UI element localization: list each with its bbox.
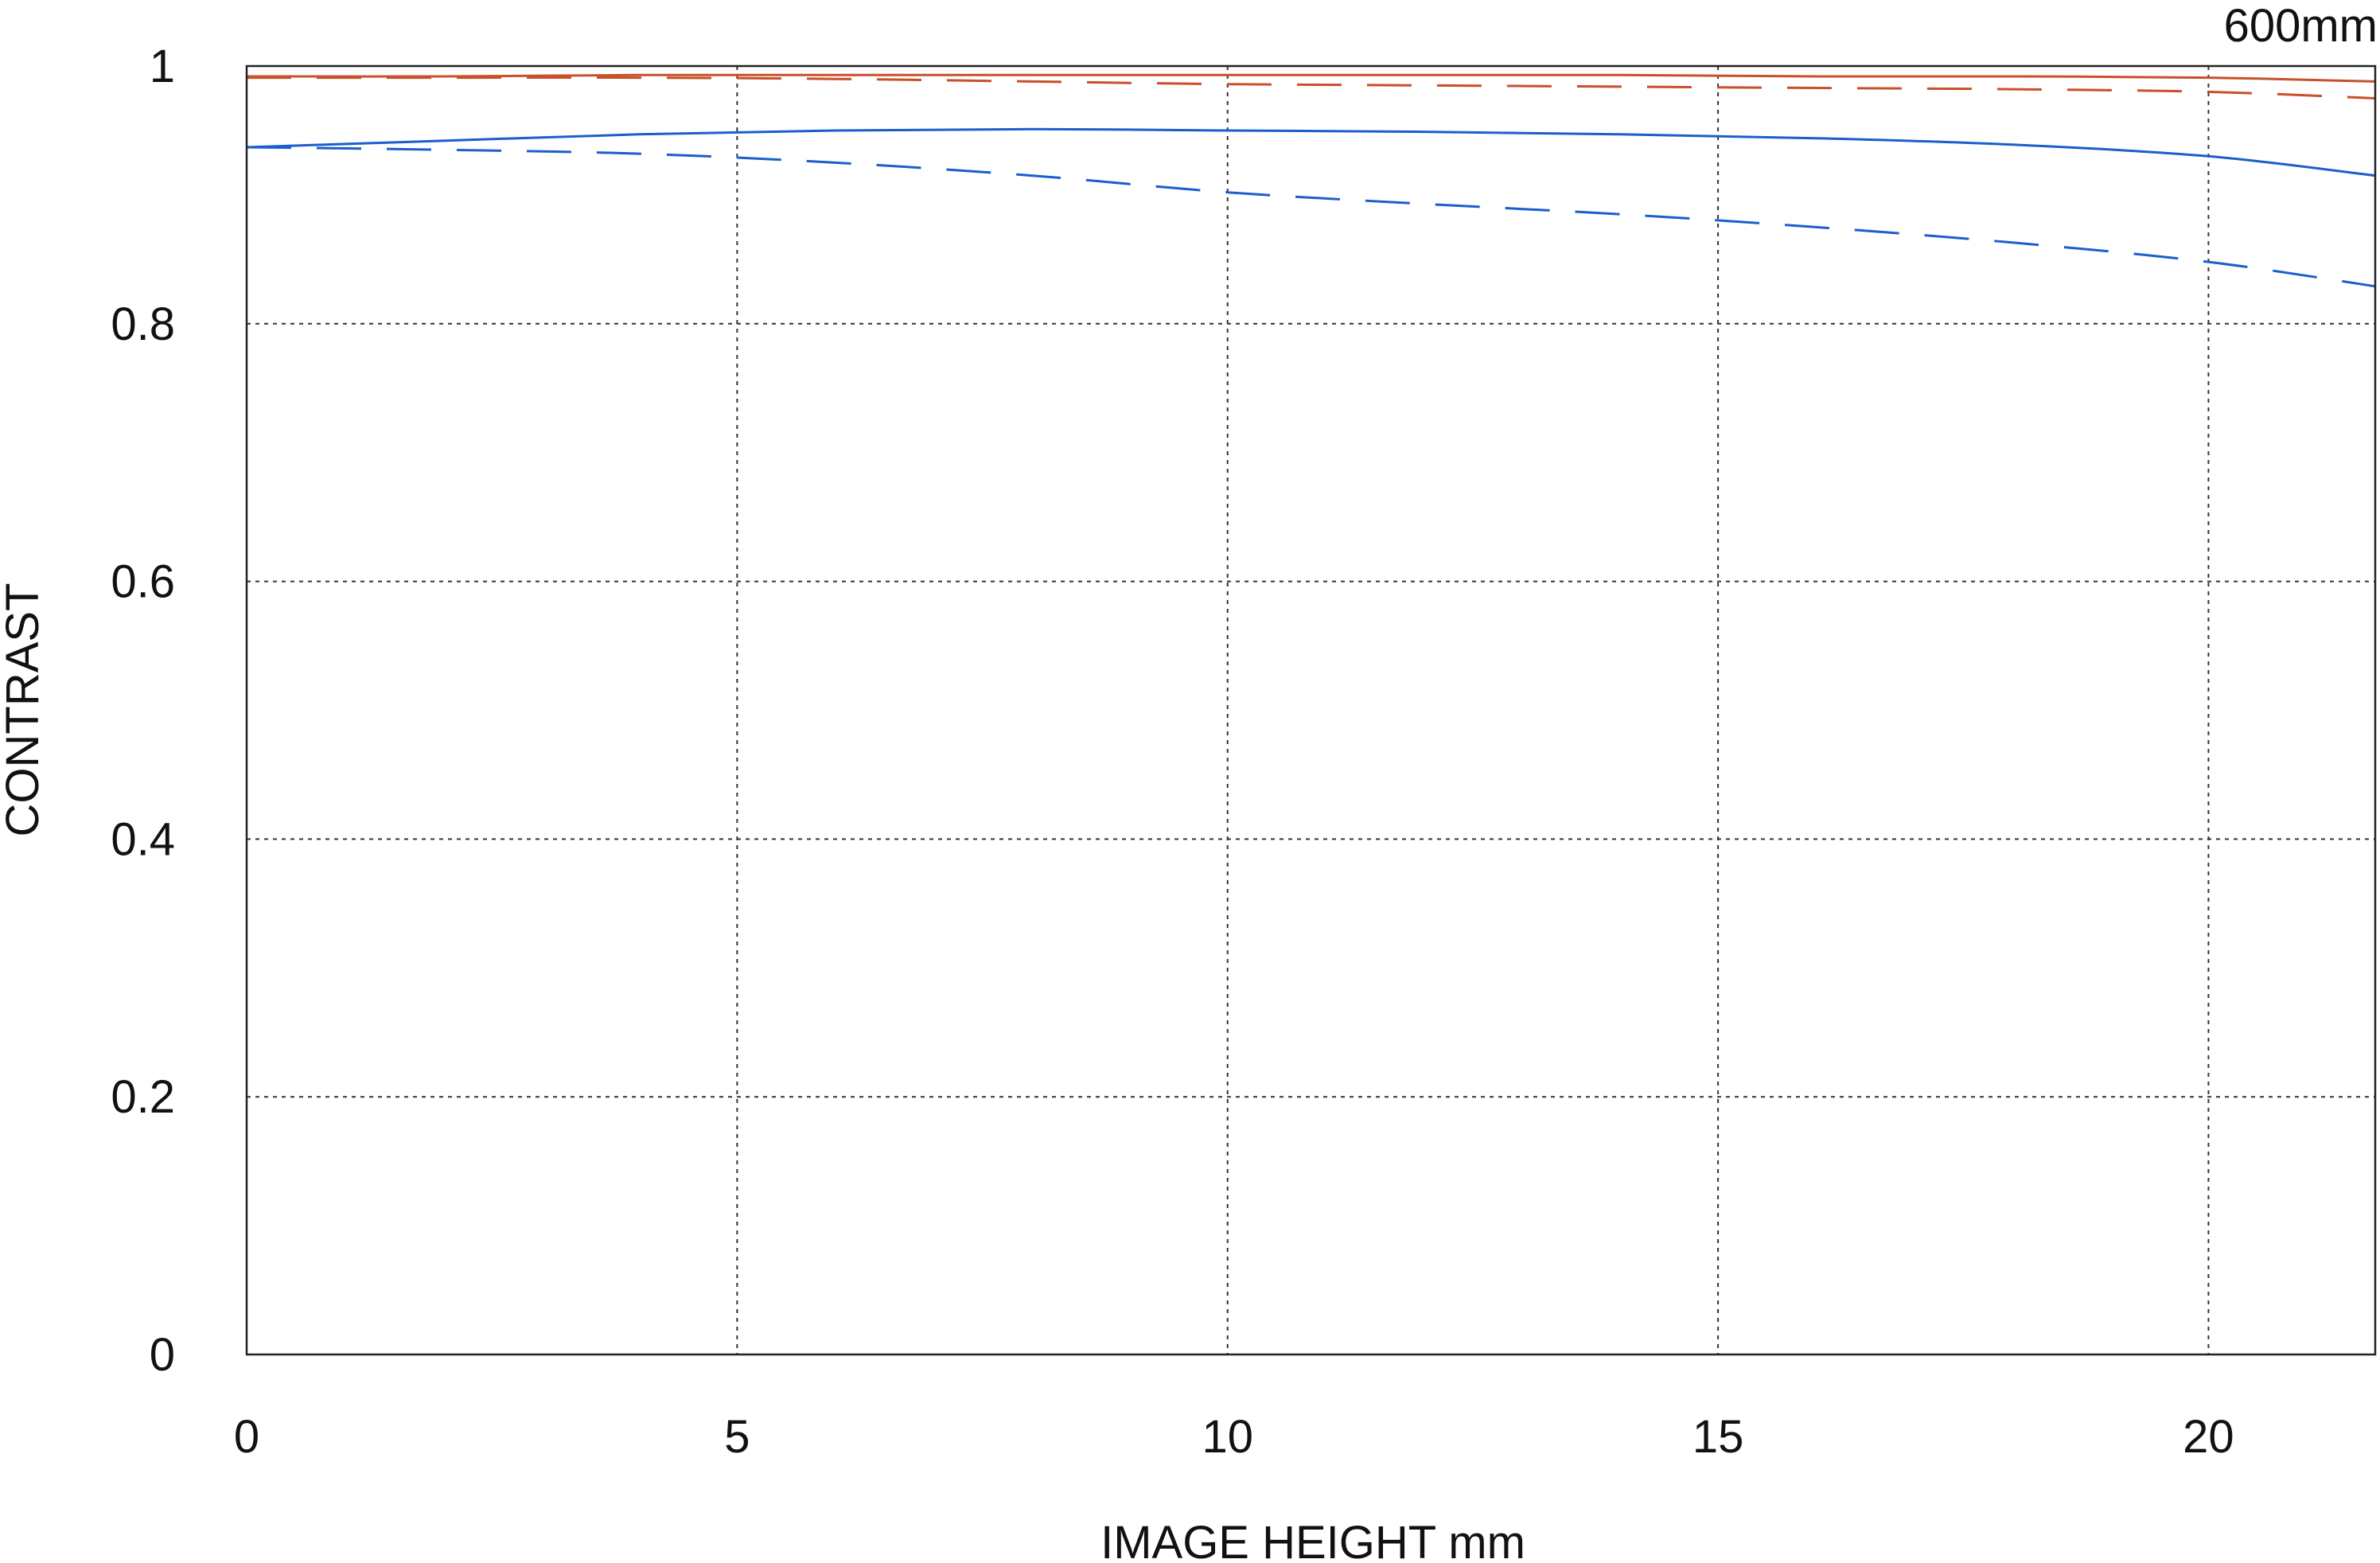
y-tick-label: 0 <box>150 1329 175 1381</box>
y-tick-label: 1 <box>150 41 175 92</box>
x-tick-label: 15 <box>1692 1411 1744 1463</box>
y-axis-title: CONTRAST <box>0 583 49 837</box>
y-tick-labels: 0 0.2 0.4 0.6 0.8 1 <box>111 41 175 1381</box>
y-tick-label: 0.6 <box>111 556 175 608</box>
x-tick-labels: 0 5 10 15 20 <box>234 1411 2234 1463</box>
y-tick-label: 0.4 <box>111 813 175 865</box>
series-line-3 <box>246 127 2376 177</box>
y-tick-label: 0.2 <box>111 1071 175 1123</box>
series-line-1 <box>246 73 2376 83</box>
plot-frame <box>245 64 2377 1356</box>
x-tick-label: 20 <box>2183 1411 2234 1463</box>
x-axis-title: IMAGE HEIGHT mm <box>1100 1517 1525 1563</box>
series-line-2 <box>247 76 2376 99</box>
y-tick-label: 0.8 <box>111 298 175 350</box>
data-series <box>246 73 2376 288</box>
chart-title: 600mm <box>2224 0 2378 52</box>
x-tick-label: 10 <box>1202 1411 1253 1463</box>
series-line-4 <box>246 146 2376 288</box>
x-tick-label: 0 <box>234 1411 259 1463</box>
x-tick-label: 5 <box>724 1411 750 1463</box>
